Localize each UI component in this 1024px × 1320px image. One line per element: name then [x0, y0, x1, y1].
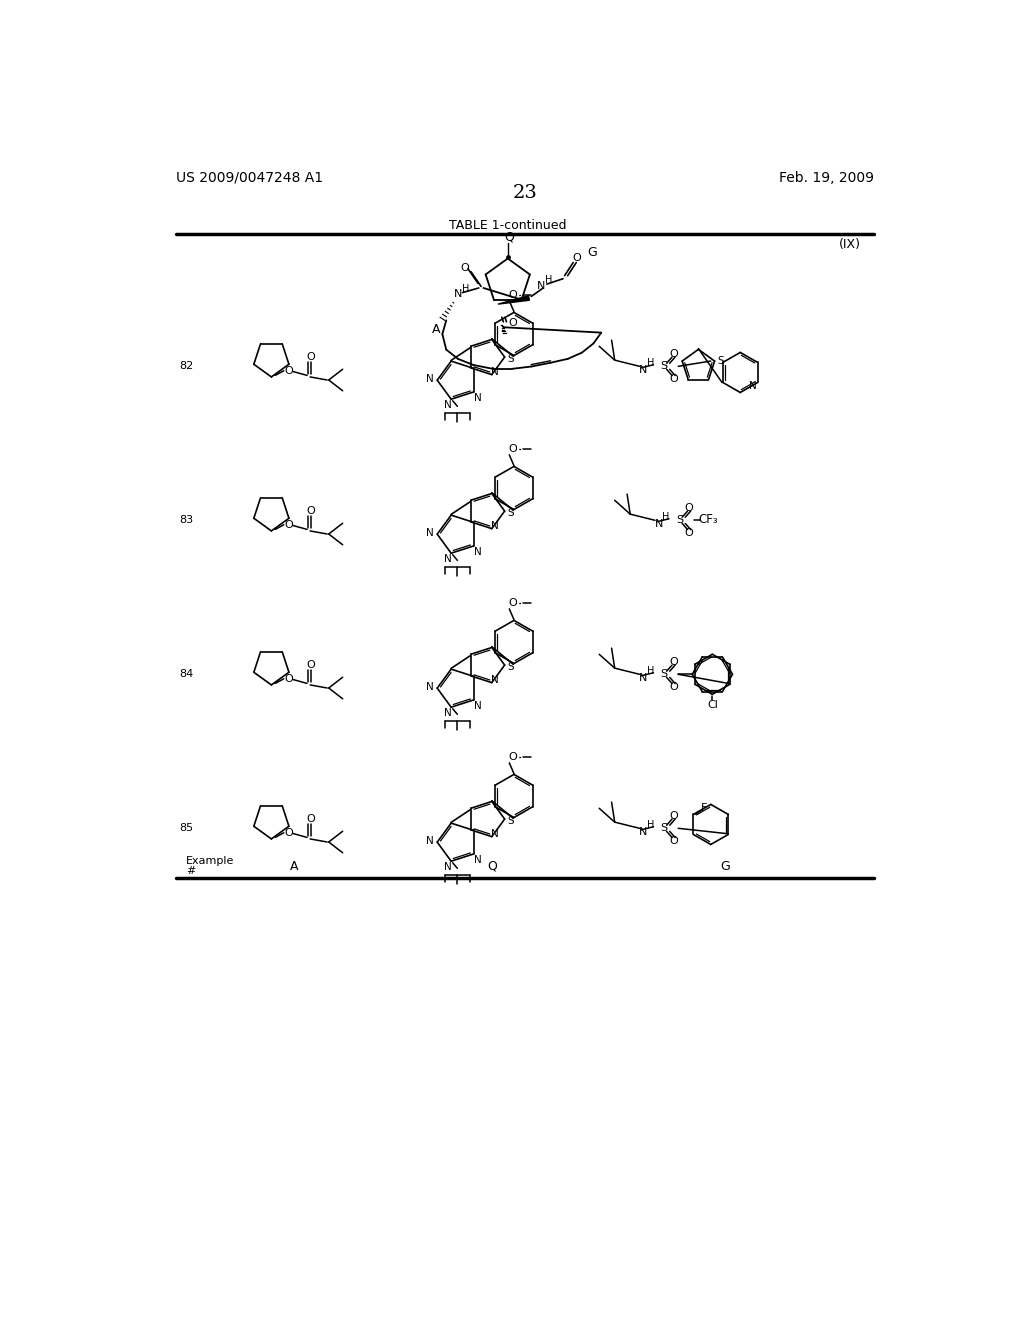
Text: N: N: [474, 393, 482, 403]
Text: O: O: [670, 681, 678, 692]
Text: S: S: [718, 356, 724, 366]
Text: O: O: [670, 348, 678, 359]
Text: O: O: [306, 660, 315, 671]
Text: Feb. 19, 2009: Feb. 19, 2009: [778, 170, 873, 185]
Text: O: O: [572, 253, 582, 263]
Text: N: N: [492, 829, 499, 838]
Text: H: H: [647, 820, 654, 830]
Text: F: F: [701, 804, 708, 813]
Text: O: O: [306, 506, 315, 516]
Text: S: S: [676, 515, 683, 525]
Text: H: H: [462, 284, 469, 294]
Text: S: S: [660, 824, 668, 833]
Text: O: O: [284, 673, 293, 684]
Text: O: O: [685, 528, 693, 537]
Text: 83: 83: [179, 515, 194, 525]
Text: O: O: [508, 752, 517, 763]
Text: N: N: [639, 828, 647, 837]
Text: Q: Q: [487, 859, 498, 873]
Text: #: #: [186, 866, 196, 875]
Text: N: N: [454, 289, 462, 300]
Polygon shape: [498, 296, 529, 304]
Text: (IX): (IX): [839, 238, 860, 251]
Text: N: N: [492, 367, 499, 376]
Text: N: N: [639, 366, 647, 375]
Text: O: O: [508, 318, 517, 329]
Text: S: S: [508, 508, 514, 517]
Text: S: S: [508, 816, 514, 825]
Text: O: O: [685, 503, 693, 513]
Text: N: N: [426, 528, 433, 537]
Text: S: S: [660, 362, 668, 371]
Text: Cl: Cl: [707, 700, 718, 710]
Text: O: O: [508, 598, 517, 609]
Text: N: N: [537, 281, 545, 292]
Text: 82: 82: [179, 362, 194, 371]
Text: O: O: [670, 374, 678, 384]
Text: N: N: [474, 855, 482, 865]
Text: O: O: [670, 810, 678, 821]
Text: A: A: [291, 859, 299, 873]
Text: O: O: [306, 814, 315, 824]
Text: Example: Example: [186, 857, 234, 866]
Text: O: O: [461, 263, 469, 273]
Text: N: N: [492, 520, 499, 531]
Text: A: A: [432, 323, 440, 337]
Text: N: N: [444, 862, 452, 873]
Text: G: G: [588, 246, 597, 259]
Text: Q: Q: [505, 231, 514, 243]
Text: O: O: [306, 352, 315, 362]
Text: CF₃: CF₃: [698, 513, 718, 527]
Text: H: H: [647, 358, 654, 368]
Text: O: O: [670, 657, 678, 667]
Text: 23: 23: [512, 183, 538, 202]
Text: O: O: [508, 445, 517, 454]
Text: H: H: [647, 667, 654, 676]
Text: N: N: [492, 675, 499, 685]
Text: S: S: [508, 354, 514, 363]
Text: N: N: [426, 374, 433, 384]
Text: H: H: [663, 512, 670, 523]
Text: O: O: [508, 290, 517, 301]
Text: US 2009/0047248 A1: US 2009/0047248 A1: [176, 170, 324, 185]
Text: O: O: [670, 836, 678, 846]
Text: O: O: [284, 828, 293, 838]
Text: N: N: [444, 709, 452, 718]
Text: N: N: [444, 400, 452, 411]
Text: N: N: [426, 836, 433, 846]
Text: N: N: [444, 554, 452, 565]
Text: O: O: [284, 520, 293, 529]
Text: S: S: [508, 661, 514, 672]
Text: 84: 84: [179, 669, 194, 680]
Text: N: N: [654, 519, 664, 529]
Text: O: O: [284, 366, 293, 376]
Text: N: N: [750, 380, 757, 391]
Text: N: N: [474, 546, 482, 557]
Text: G: G: [720, 859, 730, 873]
Text: N: N: [639, 673, 647, 684]
Text: S: S: [660, 669, 668, 680]
Text: TABLE 1-continued: TABLE 1-continued: [449, 219, 566, 232]
Text: 85: 85: [179, 824, 194, 833]
Text: N: N: [426, 681, 433, 692]
Text: N: N: [474, 701, 482, 711]
Text: H: H: [545, 276, 552, 285]
